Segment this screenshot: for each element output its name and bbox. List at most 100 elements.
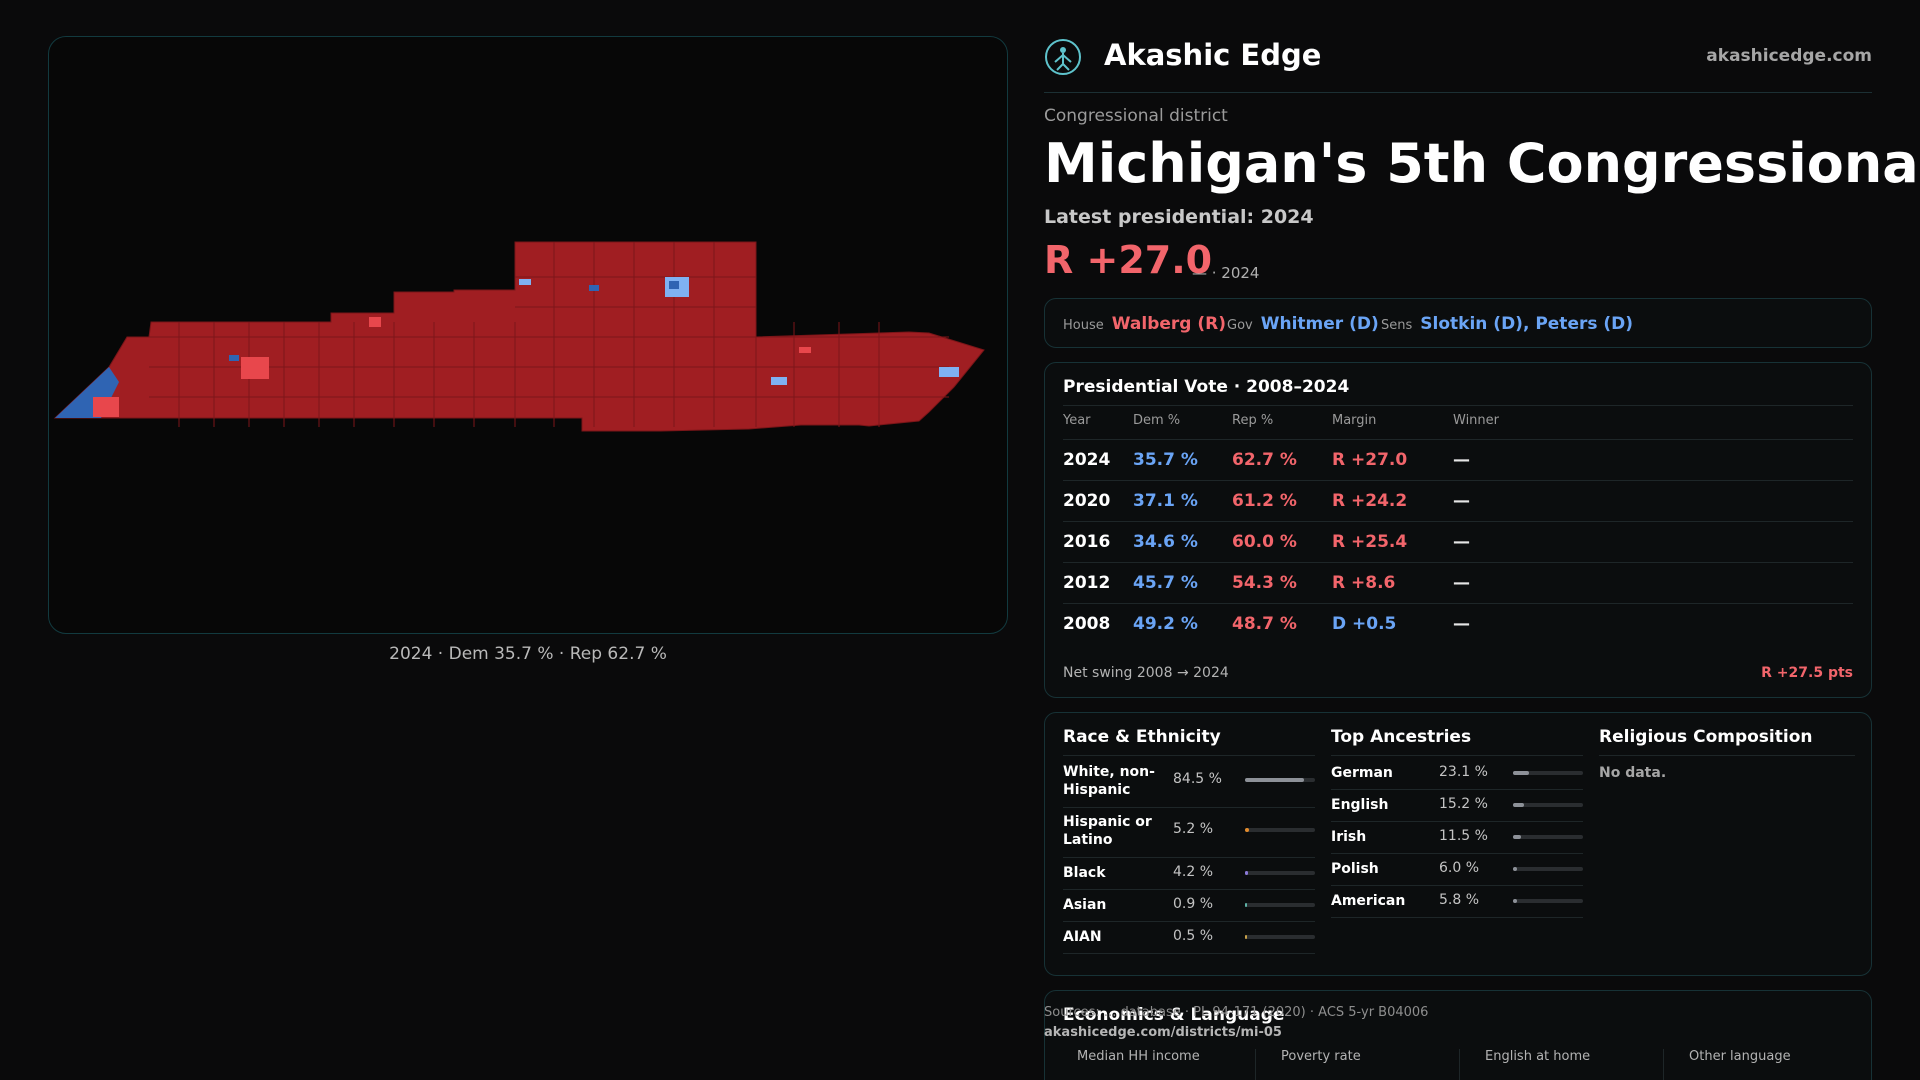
religion-empty: No data. <box>1599 765 1667 781</box>
table-row[interactable]: 2016 34.6 % 60.0 % R +25.4 — <box>1063 521 1853 563</box>
race-name: Hispanic or Latino <box>1063 814 1152 848</box>
ancestry-pct: 5.8 % <box>1439 892 1480 908</box>
source-url-link[interactable]: akashicedge.com/districts/mi-05 <box>1044 1025 1282 1040</box>
ancestry-name: Polish <box>1331 861 1379 877</box>
ancestry-row: American 5.8 % <box>1331 885 1583 918</box>
ancestry-bar-fill <box>1513 899 1518 903</box>
race-bar-fill <box>1245 828 1249 832</box>
winner-cell: — <box>1453 573 1470 593</box>
ancestry-pct: 15.2 % <box>1439 796 1488 812</box>
winner-cell: — <box>1453 614 1470 634</box>
rep-light-precinct <box>799 347 811 353</box>
county-lines <box>149 242 949 427</box>
official-label: Gov <box>1227 318 1253 333</box>
akashic-logo-icon[interactable] <box>1044 38 1082 76</box>
race-bar <box>1245 828 1315 832</box>
race-bar-fill <box>1245 778 1305 782</box>
ancestry-name: English <box>1331 797 1389 813</box>
table-row[interactable]: 2008 49.2 % 48.7 % D +0.5 — <box>1063 603 1853 645</box>
official-house: House Walberg (R) <box>1063 314 1226 334</box>
rep-cell: 60.0 % <box>1232 532 1297 552</box>
net-swing-label: Net swing 2008 → 2024 <box>1063 665 1229 681</box>
dem-cell: 45.7 % <box>1133 573 1198 593</box>
dem-precinct <box>229 355 239 361</box>
divider <box>1063 405 1853 406</box>
year-cell: 2024 <box>1063 450 1111 470</box>
rep-light-precinct <box>241 357 269 379</box>
ancestry-row: German 23.1 % <box>1331 757 1583 790</box>
religion-title: Religious Composition <box>1599 727 1813 747</box>
econ-english-home: English at home <box>1485 1049 1591 1064</box>
dem-cell: 34.6 % <box>1133 532 1198 552</box>
district-map[interactable] <box>49 37 1008 634</box>
ancestry-pct: 6.0 % <box>1439 860 1480 876</box>
econ-poverty-rate: Poverty rate <box>1281 1049 1361 1064</box>
margin-cell: R +8.6 <box>1332 573 1396 593</box>
race-bar-fill <box>1245 935 1247 939</box>
divider <box>1331 755 1583 756</box>
race-name: Asian <box>1063 897 1107 913</box>
race-row: Black 4.2 % <box>1063 857 1315 890</box>
source-note: Sources: ... database · PL 94-171 (2020)… <box>1044 1005 1429 1020</box>
table-row[interactable]: 2012 45.7 % 54.3 % R +8.6 — <box>1063 562 1853 604</box>
headline-margin: R +27.0 <box>1044 238 1213 282</box>
rep-cell: 61.2 % <box>1232 491 1297 511</box>
race-name: AIAN <box>1063 929 1102 945</box>
ancestry-row: English 15.2 % <box>1331 789 1583 822</box>
official-value[interactable]: Slotkin (D), Peters (D) <box>1420 314 1634 334</box>
ancestry-name: Irish <box>1331 829 1367 845</box>
table-row[interactable]: 2020 37.1 % 61.2 % R +24.2 — <box>1063 480 1853 522</box>
rep-light-precinct <box>369 317 381 327</box>
winner-cell: — <box>1453 532 1470 552</box>
race-bar-fill <box>1245 871 1248 875</box>
race-row: AIAN 0.5 % <box>1063 921 1315 954</box>
rep-cell: 62.7 % <box>1232 450 1297 470</box>
race-pct: 0.5 % <box>1173 928 1214 944</box>
col-header-margin: Margin <box>1332 413 1377 428</box>
brand-header: Akashic Edge akashicedge.com <box>1044 36 1872 93</box>
econ-other-language: Other language <box>1689 1049 1791 1064</box>
dem-precinct <box>589 285 599 291</box>
divider <box>1063 755 1315 756</box>
demographics-card: Race & Ethnicity White, non-Hispanic 84.5… <box>1044 712 1872 976</box>
ancestry-title: Top Ancestries <box>1331 727 1472 747</box>
dem-light-precinct <box>939 367 959 377</box>
dem-light-precinct <box>771 377 787 385</box>
official-value[interactable]: Whitmer (D) <box>1260 314 1379 334</box>
headline-margin-year: — · 2024 <box>1192 264 1260 282</box>
race-bar <box>1245 871 1315 875</box>
divider <box>1599 755 1855 756</box>
rep-cell: 48.7 % <box>1232 614 1297 634</box>
official-value[interactable]: Walberg (R) <box>1111 314 1226 334</box>
ancestry-pct: 11.5 % <box>1439 828 1488 844</box>
divider <box>1663 1049 1664 1080</box>
year-cell: 2012 <box>1063 573 1111 593</box>
official-label: Sens <box>1381 318 1413 333</box>
col-header-rep: Rep % <box>1232 413 1274 428</box>
district-map-panel[interactable] <box>48 36 1008 634</box>
district-kind: Congressional district <box>1044 106 1228 126</box>
race-name: White, non-Hispanic <box>1063 764 1155 798</box>
col-header-dem: Dem % <box>1133 413 1181 428</box>
brand-name[interactable]: Akashic Edge <box>1104 38 1322 72</box>
ancestry-bar <box>1513 835 1583 839</box>
race-pct: 0.9 % <box>1173 896 1214 912</box>
brand-url-link[interactable]: akashicedge.com <box>1706 46 1872 66</box>
ancestry-bar-fill <box>1513 867 1518 871</box>
economics-card: Economics & Language Median HH income Po… <box>1044 990 1872 1080</box>
ancestry-bar-fill <box>1513 803 1524 807</box>
table-row[interactable]: 2024 35.7 % 62.7 % R +27.0 — <box>1063 439 1853 481</box>
race-row: Asian 0.9 % <box>1063 889 1315 922</box>
ancestry-bar <box>1513 803 1583 807</box>
divider <box>1255 1049 1256 1080</box>
ancestry-bar-fill <box>1513 771 1530 775</box>
col-header-year: Year <box>1063 413 1091 428</box>
official-label: House <box>1063 318 1104 333</box>
latest-presidential-label: Latest presidential: 2024 <box>1044 206 1314 228</box>
ancestry-pct: 23.1 % <box>1439 764 1488 780</box>
race-bar <box>1245 903 1315 907</box>
district-details: Akashic Edge akashicedge.com Congression… <box>1044 0 1920 1080</box>
race-bar-fill <box>1245 903 1247 907</box>
economics-title: Economics & Language <box>1063 1005 1285 1025</box>
race-bar <box>1245 935 1315 939</box>
